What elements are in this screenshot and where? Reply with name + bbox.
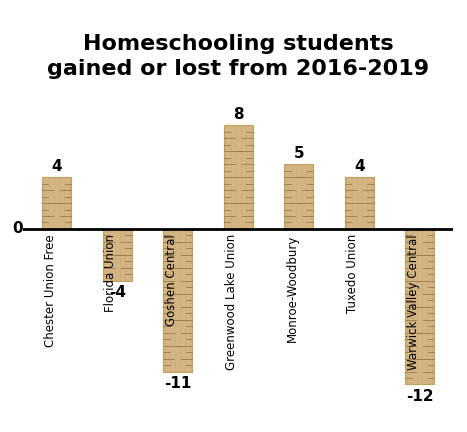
Title: Homeschooling students
gained or lost from 2016-2019: Homeschooling students gained or lost fr… — [47, 35, 429, 79]
Text: -12: -12 — [406, 389, 433, 404]
Text: Monroe-Woodbury: Monroe-Woodbury — [286, 234, 299, 342]
Bar — [284, 164, 313, 229]
Text: -11: -11 — [164, 376, 191, 391]
Text: 5: 5 — [293, 146, 304, 161]
Text: 8: 8 — [233, 107, 243, 122]
Text: 4: 4 — [51, 159, 62, 174]
Bar — [103, 229, 132, 281]
Text: Goshen Central: Goshen Central — [165, 234, 177, 326]
Bar — [42, 177, 71, 229]
Bar — [405, 229, 434, 384]
Text: Greenwood Lake Union: Greenwood Lake Union — [225, 234, 238, 370]
Text: 4: 4 — [354, 159, 365, 174]
Text: Florida Union: Florida Union — [104, 234, 117, 312]
Bar — [345, 177, 374, 229]
Text: Chester Union Free: Chester Union Free — [43, 234, 57, 347]
Text: 0: 0 — [13, 222, 23, 236]
Text: -4: -4 — [109, 285, 126, 300]
Text: Warwick Valley Central: Warwick Valley Central — [407, 234, 420, 370]
Bar — [224, 125, 253, 229]
Text: Tuxedo Union: Tuxedo Union — [346, 234, 359, 313]
Bar — [163, 229, 192, 372]
